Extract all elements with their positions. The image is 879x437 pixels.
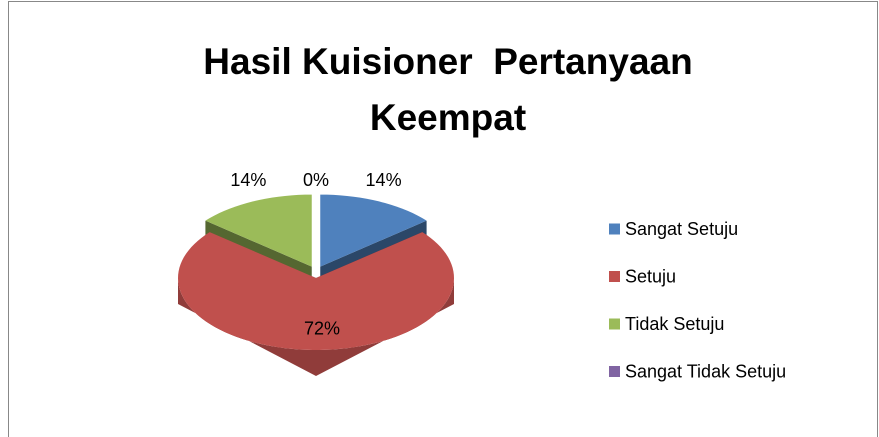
chart-title: Hasil Kuisioner Pertanyaan Keempat bbox=[203, 41, 703, 138]
chart-border bbox=[8, 1, 878, 437]
slice bbox=[178, 232, 454, 350]
legend-label: Tidak Setuju bbox=[625, 314, 724, 334]
data-label: 0% bbox=[303, 170, 329, 190]
slice bbox=[205, 194, 312, 267]
legend-swatch bbox=[609, 223, 620, 235]
data-label: 72% bbox=[304, 319, 340, 339]
legend-label: Sangat Tidak Setuju bbox=[625, 361, 786, 381]
legend-swatch bbox=[609, 318, 620, 330]
legend-swatch bbox=[609, 271, 620, 282]
slice-tops bbox=[178, 194, 454, 350]
slice bbox=[320, 194, 427, 267]
slice-side bbox=[178, 278, 454, 376]
legend-label: Setuju bbox=[625, 266, 676, 286]
legend-label: Sangat Setuju bbox=[625, 219, 738, 239]
data-label: 14% bbox=[366, 170, 402, 190]
data-label: 14% bbox=[230, 170, 266, 190]
legend-swatch bbox=[609, 366, 620, 377]
